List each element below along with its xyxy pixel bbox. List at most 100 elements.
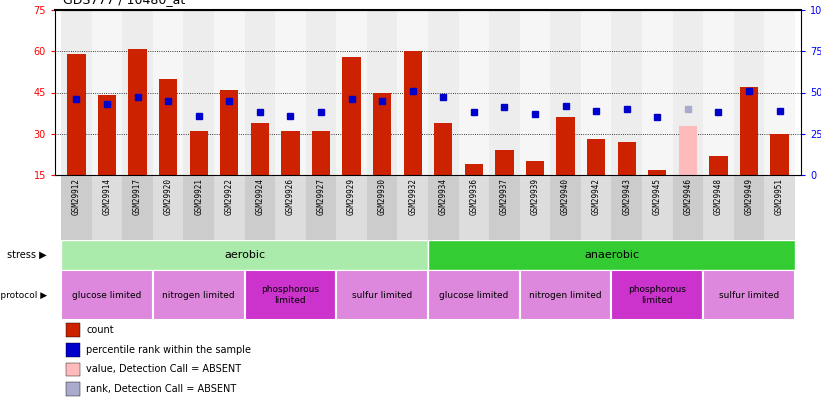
Bar <box>61 240 428 270</box>
Bar <box>587 139 605 175</box>
Bar <box>122 10 153 175</box>
Bar <box>703 175 734 240</box>
Bar <box>66 382 80 396</box>
Text: stress ▶: stress ▶ <box>7 250 47 260</box>
Bar <box>764 10 795 175</box>
Bar <box>245 270 337 320</box>
Bar <box>581 10 612 175</box>
Text: GSM29942: GSM29942 <box>592 178 601 215</box>
Bar <box>703 270 795 320</box>
Text: GSM29929: GSM29929 <box>347 178 356 215</box>
Bar <box>67 54 85 175</box>
Bar <box>282 131 300 175</box>
Bar <box>612 10 642 175</box>
Bar <box>648 170 667 175</box>
Bar <box>66 324 80 337</box>
Text: GSM29932: GSM29932 <box>408 178 417 215</box>
Text: GSM29912: GSM29912 <box>72 178 81 215</box>
Bar <box>245 10 275 175</box>
Bar <box>520 175 550 240</box>
Bar <box>764 175 795 240</box>
Bar <box>770 134 789 175</box>
Bar <box>557 117 575 175</box>
Bar <box>679 126 697 175</box>
Bar <box>214 175 245 240</box>
Bar <box>312 131 330 175</box>
Bar <box>66 362 80 376</box>
Text: GSM29930: GSM29930 <box>378 178 387 215</box>
Bar <box>342 57 360 175</box>
Bar <box>581 175 612 240</box>
Text: GSM29943: GSM29943 <box>622 178 631 215</box>
Text: GSM29949: GSM29949 <box>745 178 754 215</box>
Text: GSM29936: GSM29936 <box>470 178 479 215</box>
Bar <box>672 175 703 240</box>
Bar <box>489 175 520 240</box>
Text: anaerobic: anaerobic <box>584 250 639 260</box>
Text: GDS777 / 10480_at: GDS777 / 10480_at <box>63 0 186 6</box>
Bar <box>183 10 214 175</box>
Bar <box>520 10 550 175</box>
Text: GSM29937: GSM29937 <box>500 178 509 215</box>
Bar <box>734 175 764 240</box>
Bar <box>214 10 245 175</box>
Text: glucose limited: glucose limited <box>439 290 508 300</box>
Bar <box>367 175 397 240</box>
Bar <box>367 10 397 175</box>
Text: GSM29926: GSM29926 <box>286 178 295 215</box>
Text: GSM29927: GSM29927 <box>316 178 325 215</box>
Bar <box>617 142 636 175</box>
Bar <box>612 175 642 240</box>
Bar <box>459 175 489 240</box>
Bar <box>337 175 367 240</box>
Text: phosphorous
limited: phosphorous limited <box>628 285 686 305</box>
Bar <box>709 156 727 175</box>
Bar <box>703 10 734 175</box>
Bar <box>734 10 764 175</box>
Bar <box>642 10 672 175</box>
Bar <box>305 10 337 175</box>
Bar <box>397 175 428 240</box>
Bar <box>642 175 672 240</box>
Bar <box>61 10 92 175</box>
Bar <box>128 49 147 175</box>
Bar <box>337 270 428 320</box>
Text: GSM29924: GSM29924 <box>255 178 264 215</box>
Bar <box>220 90 238 175</box>
Text: GSM29946: GSM29946 <box>683 178 692 215</box>
Bar <box>66 343 80 356</box>
Bar <box>520 270 612 320</box>
Text: count: count <box>86 325 114 335</box>
Text: nitrogen limited: nitrogen limited <box>163 290 235 300</box>
Bar <box>740 87 759 175</box>
Bar <box>525 161 544 175</box>
Bar <box>459 10 489 175</box>
Bar <box>428 240 795 270</box>
Bar <box>550 10 581 175</box>
Bar <box>98 95 116 175</box>
Bar <box>61 270 153 320</box>
Text: GSM29917: GSM29917 <box>133 178 142 215</box>
Text: sulfur limited: sulfur limited <box>352 290 412 300</box>
Bar <box>612 270 703 320</box>
Bar <box>550 175 581 240</box>
Text: growth protocol ▶: growth protocol ▶ <box>0 290 47 300</box>
Bar <box>495 150 514 175</box>
Bar <box>190 131 208 175</box>
Bar <box>434 123 452 175</box>
Bar <box>404 51 422 175</box>
Bar <box>337 10 367 175</box>
Text: nitrogen limited: nitrogen limited <box>530 290 602 300</box>
Bar <box>489 10 520 175</box>
Text: GSM29939: GSM29939 <box>530 178 539 215</box>
Bar <box>373 92 392 175</box>
Text: GSM29920: GSM29920 <box>163 178 172 215</box>
Bar <box>153 270 245 320</box>
Text: GSM29940: GSM29940 <box>561 178 570 215</box>
Bar <box>397 10 428 175</box>
Text: GSM29948: GSM29948 <box>714 178 723 215</box>
Bar <box>428 175 459 240</box>
Bar <box>153 10 183 175</box>
Text: GSM29922: GSM29922 <box>225 178 234 215</box>
Bar <box>183 175 214 240</box>
